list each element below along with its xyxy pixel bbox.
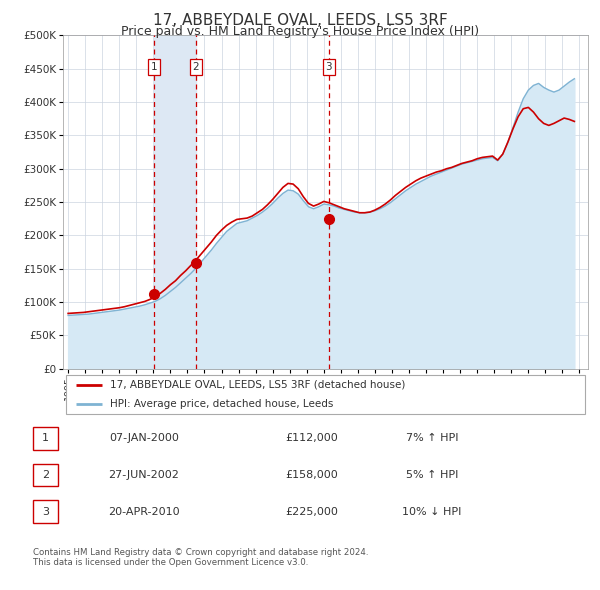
Text: 20-APR-2010: 20-APR-2010	[108, 507, 180, 516]
Text: £158,000: £158,000	[286, 470, 338, 480]
Text: 17, ABBEYDALE OVAL, LEEDS, LS5 3RF (detached house): 17, ABBEYDALE OVAL, LEEDS, LS5 3RF (deta…	[110, 380, 406, 390]
Text: 2: 2	[193, 62, 199, 72]
Text: 07-JAN-2000: 07-JAN-2000	[109, 434, 179, 443]
Text: 5% ↑ HPI: 5% ↑ HPI	[406, 470, 458, 480]
Bar	[154, 35, 196, 369]
Text: 17, ABBEYDALE OVAL, LEEDS, LS5 3RF: 17, ABBEYDALE OVAL, LEEDS, LS5 3RF	[152, 13, 448, 28]
Text: £225,000: £225,000	[286, 507, 338, 516]
Text: 10% ↓ HPI: 10% ↓ HPI	[403, 507, 461, 516]
Text: 3: 3	[326, 62, 332, 72]
Text: 1: 1	[42, 434, 49, 443]
Text: 27-JUN-2002: 27-JUN-2002	[109, 470, 179, 480]
Text: 1: 1	[151, 62, 157, 72]
Text: Contains HM Land Registry data © Crown copyright and database right 2024.
This d: Contains HM Land Registry data © Crown c…	[33, 548, 368, 567]
Text: Price paid vs. HM Land Registry's House Price Index (HPI): Price paid vs. HM Land Registry's House …	[121, 25, 479, 38]
Text: 7% ↑ HPI: 7% ↑ HPI	[406, 434, 458, 443]
Text: HPI: Average price, detached house, Leeds: HPI: Average price, detached house, Leed…	[110, 399, 334, 409]
FancyBboxPatch shape	[65, 375, 586, 414]
Text: 2: 2	[42, 470, 49, 480]
Text: 3: 3	[42, 507, 49, 516]
Text: £112,000: £112,000	[286, 434, 338, 443]
